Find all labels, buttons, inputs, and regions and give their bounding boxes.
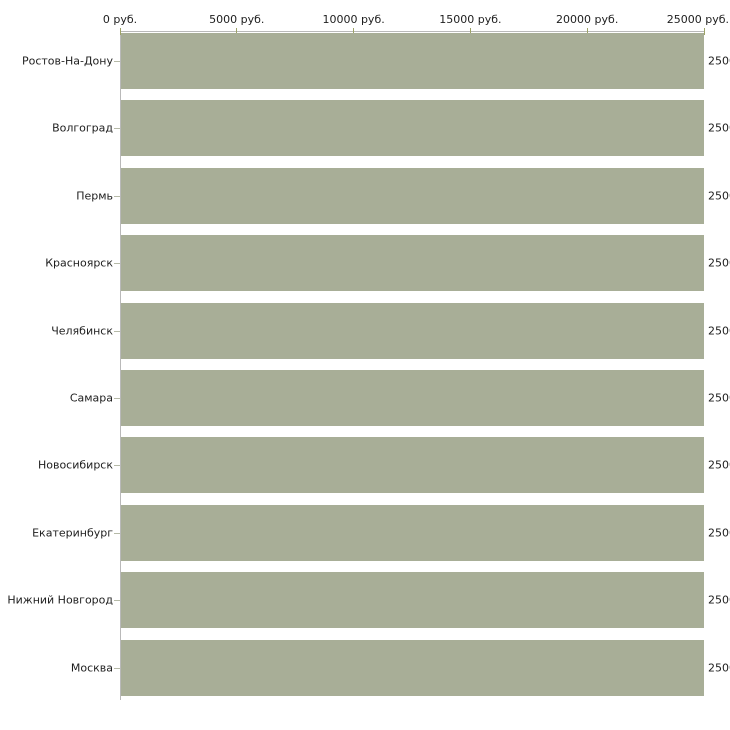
bar-row: Челябинск 25000 руб.	[0, 302, 730, 359]
x-axis-tick	[353, 28, 355, 35]
bar-row: Екатеринбург 25000 руб.	[0, 504, 730, 561]
bar-value-label: 25000 руб.	[708, 189, 730, 203]
category-label: Челябинск	[51, 324, 113, 338]
category-tick	[114, 667, 120, 669]
x-axis-tick	[119, 28, 121, 35]
bar-value-label: 25000 руб.	[708, 54, 730, 68]
bar	[121, 504, 704, 561]
bar	[121, 572, 704, 629]
bar-row: Москва 25000 руб.	[0, 639, 730, 696]
category-label: Ростов-На-Дону	[21, 54, 113, 68]
category-label: Самара	[69, 391, 113, 405]
category-label: Екатеринбург	[32, 526, 113, 540]
category-tick	[114, 465, 120, 467]
bar-row: Красноярск 25000 руб.	[0, 235, 730, 292]
bar	[121, 167, 704, 224]
bar-value-label: 25000 руб.	[708, 324, 730, 338]
bar	[121, 33, 704, 89]
bar	[121, 370, 704, 426]
x-axis-tick-label: 5000 руб.	[209, 13, 265, 26]
category-tick	[114, 61, 120, 62]
bar-value-label: 25000 руб.	[708, 458, 730, 472]
bar-value-label: 25000 руб.	[708, 256, 730, 270]
category-tick	[114, 263, 120, 265]
category-label: Москва	[70, 661, 113, 675]
bar	[121, 302, 704, 359]
x-axis-tick-label: 20000 руб.	[556, 13, 619, 26]
bar-row: Волгоград 25000 руб.	[0, 100, 730, 157]
bar-row: Нижний Новгород 25000 руб.	[0, 572, 730, 629]
category-tick	[114, 532, 120, 534]
bar	[121, 437, 704, 494]
x-axis-tick-label: 10000 руб.	[322, 13, 385, 26]
y-axis-line	[120, 31, 121, 700]
bar	[121, 639, 704, 696]
x-axis-tick	[586, 28, 588, 35]
x-axis-tick	[236, 28, 238, 35]
x-axis-line	[120, 31, 705, 32]
category-tick	[114, 398, 120, 399]
bar	[121, 235, 704, 292]
x-axis-tick-label: 15000 руб.	[439, 13, 502, 26]
category-tick	[114, 600, 120, 602]
category-tick	[114, 128, 120, 130]
bar-row: Новосибирск 25000 руб.	[0, 437, 730, 494]
category-label: Пермь	[76, 189, 113, 203]
category-label: Нижний Новгород	[7, 593, 113, 607]
category-label: Красноярск	[45, 256, 113, 270]
bar-value-label: 25000 руб.	[708, 121, 730, 135]
x-axis-tick-label: 25000 руб.	[666, 13, 729, 26]
x-axis-tick-label: 0 руб.	[102, 13, 138, 26]
category-label: Новосибирск	[37, 458, 113, 472]
x-axis-tick	[469, 28, 471, 35]
bar-value-label: 25000 руб.	[708, 526, 730, 540]
category-tick	[114, 195, 120, 197]
bar-row: Ростов-На-Дону 25000 руб.	[0, 33, 730, 89]
bar-row: Самара 25000 руб.	[0, 370, 730, 426]
bar-value-label: 25000 руб.	[708, 661, 730, 675]
bar-value-label: 25000 руб.	[708, 391, 730, 405]
bar	[121, 100, 704, 157]
x-axis-tick	[703, 28, 705, 35]
category-label: Волгоград	[52, 121, 113, 135]
category-tick	[114, 330, 120, 332]
bar-row: Пермь 25000 руб.	[0, 167, 730, 224]
bar-value-label: 25000 руб.	[708, 593, 730, 607]
